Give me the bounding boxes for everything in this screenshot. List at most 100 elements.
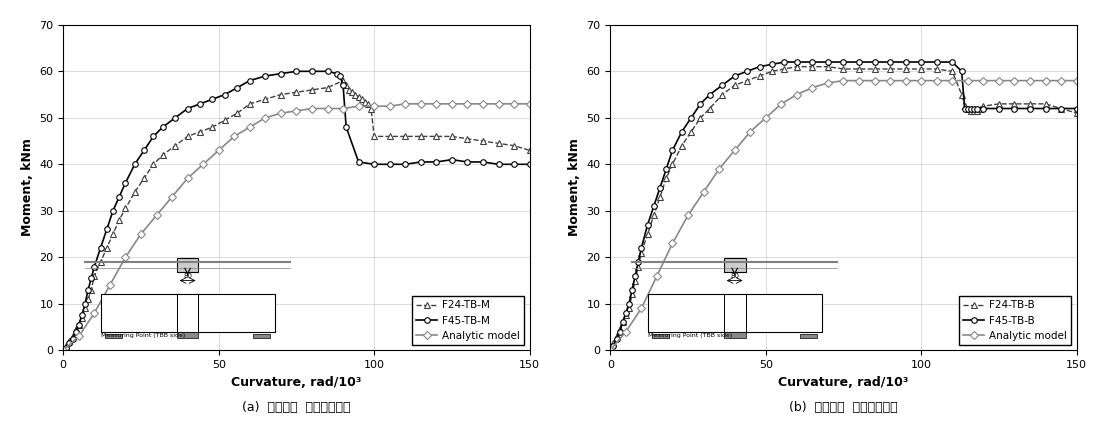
F24-TB-B <box>790 64 803 69</box>
Analytic model <box>619 329 633 334</box>
F45-TB-B <box>967 106 981 111</box>
Analytic model <box>134 232 147 237</box>
F24-TB-B <box>993 101 1006 107</box>
F24-TB-B <box>694 115 707 121</box>
F45-TB-B <box>613 329 626 334</box>
F45-TB-B <box>852 59 865 65</box>
Analytic model <box>806 85 819 90</box>
Analytic model <box>507 101 521 107</box>
Analytic model <box>712 166 726 172</box>
F45-TB-M <box>69 329 82 334</box>
Analytic model <box>72 334 85 339</box>
F45-TB-B <box>685 115 698 121</box>
F45-TB-B <box>914 59 927 65</box>
Legend: F24-TB-M, F45-TB-M, Analytic model: F24-TB-M, F45-TB-M, Analytic model <box>412 296 524 345</box>
F45-TB-M <box>243 78 256 83</box>
F45-TB-M <box>156 125 170 130</box>
Analytic model <box>103 283 116 288</box>
Line: F45-TB-M: F45-TB-M <box>63 69 532 351</box>
Analytic model <box>635 306 648 311</box>
F24-TB-B <box>868 66 881 72</box>
F24-TB-B <box>625 292 638 297</box>
F45-TB-M <box>129 162 142 167</box>
F24-TB-M <box>476 139 490 144</box>
F24-TB-B <box>1039 101 1053 107</box>
Analytic model <box>399 101 412 107</box>
Y-axis label: Moment, kNm: Moment, kNm <box>568 139 581 236</box>
F45-TB-M <box>430 160 443 165</box>
F24-TB-B <box>766 69 779 74</box>
F45-TB-M <box>337 83 350 88</box>
F24-TB-B <box>613 327 626 332</box>
F45-TB-M <box>106 208 120 213</box>
F45-TB-B <box>883 59 896 65</box>
F45-TB-B <box>778 59 791 65</box>
F24-TB-B <box>974 106 987 111</box>
Analytic model <box>430 101 443 107</box>
F45-TB-M <box>339 125 352 130</box>
F45-TB-B <box>659 166 673 172</box>
Y-axis label: Moment, kNm: Moment, kNm <box>21 139 34 236</box>
F24-TB-B <box>806 64 819 69</box>
Line: Analytic model: Analytic model <box>607 78 1079 353</box>
F45-TB-M <box>274 71 287 76</box>
Analytic model <box>977 78 991 83</box>
F45-TB-M <box>63 341 76 346</box>
Analytic model <box>666 241 679 246</box>
Analytic model <box>930 78 943 83</box>
Analytic model <box>243 125 256 130</box>
F24-TB-B <box>971 108 984 114</box>
F24-TB-B <box>654 194 667 199</box>
Analytic model <box>914 78 927 83</box>
F45-TB-B <box>766 62 779 67</box>
F45-TB-B <box>962 106 975 111</box>
F24-TB-B <box>685 129 698 135</box>
F45-TB-B <box>616 320 629 325</box>
F45-TB-M <box>60 345 73 350</box>
Analytic model <box>492 101 505 107</box>
F45-TB-M <box>290 69 304 74</box>
F45-TB-M <box>88 264 101 269</box>
F45-TB-B <box>971 106 984 111</box>
F24-TB-B <box>821 64 834 69</box>
F45-TB-B <box>1070 106 1084 111</box>
F45-TB-B <box>899 59 912 65</box>
F45-TB-B <box>728 73 741 79</box>
F45-TB-M <box>352 160 366 165</box>
Title: (a)  저하중용  열교차단장치: (a) 저하중용 열교차단장치 <box>243 401 350 414</box>
F24-TB-B <box>852 66 865 72</box>
F45-TB-B <box>647 204 660 209</box>
F24-TB-B <box>647 213 660 218</box>
X-axis label: Curvature, rad/10³: Curvature, rad/10³ <box>778 375 909 388</box>
Analytic model <box>774 101 788 107</box>
F24-TB-M <box>230 111 244 116</box>
F24-TB-B <box>666 162 679 167</box>
F45-TB-M <box>119 180 132 186</box>
Analytic model <box>119 255 132 260</box>
Analytic model <box>274 111 287 116</box>
F45-TB-B <box>607 343 620 348</box>
Analytic model <box>290 108 304 114</box>
F45-TB-B <box>623 301 636 306</box>
F24-TB-B <box>964 108 977 114</box>
Analytic model <box>1024 78 1037 83</box>
Analytic model <box>759 115 772 121</box>
F45-TB-M <box>194 101 207 107</box>
F45-TB-M <box>334 73 347 79</box>
F45-TB-B <box>837 59 850 65</box>
Analytic model <box>57 347 70 353</box>
Analytic model <box>1039 78 1053 83</box>
F45-TB-M <box>181 106 194 111</box>
F24-TB-M <box>346 90 359 95</box>
F45-TB-M <box>168 115 182 121</box>
F45-TB-M <box>72 322 85 327</box>
F45-TB-B <box>625 287 638 292</box>
F45-TB-B <box>640 222 654 227</box>
F45-TB-M <box>330 71 343 76</box>
F45-TB-B <box>1055 106 1068 111</box>
Analytic model <box>196 162 209 167</box>
F24-TB-M <box>60 343 73 348</box>
Line: F24-TB-B: F24-TB-B <box>609 63 1080 347</box>
Analytic model <box>445 101 459 107</box>
F24-TB-B <box>740 78 753 83</box>
